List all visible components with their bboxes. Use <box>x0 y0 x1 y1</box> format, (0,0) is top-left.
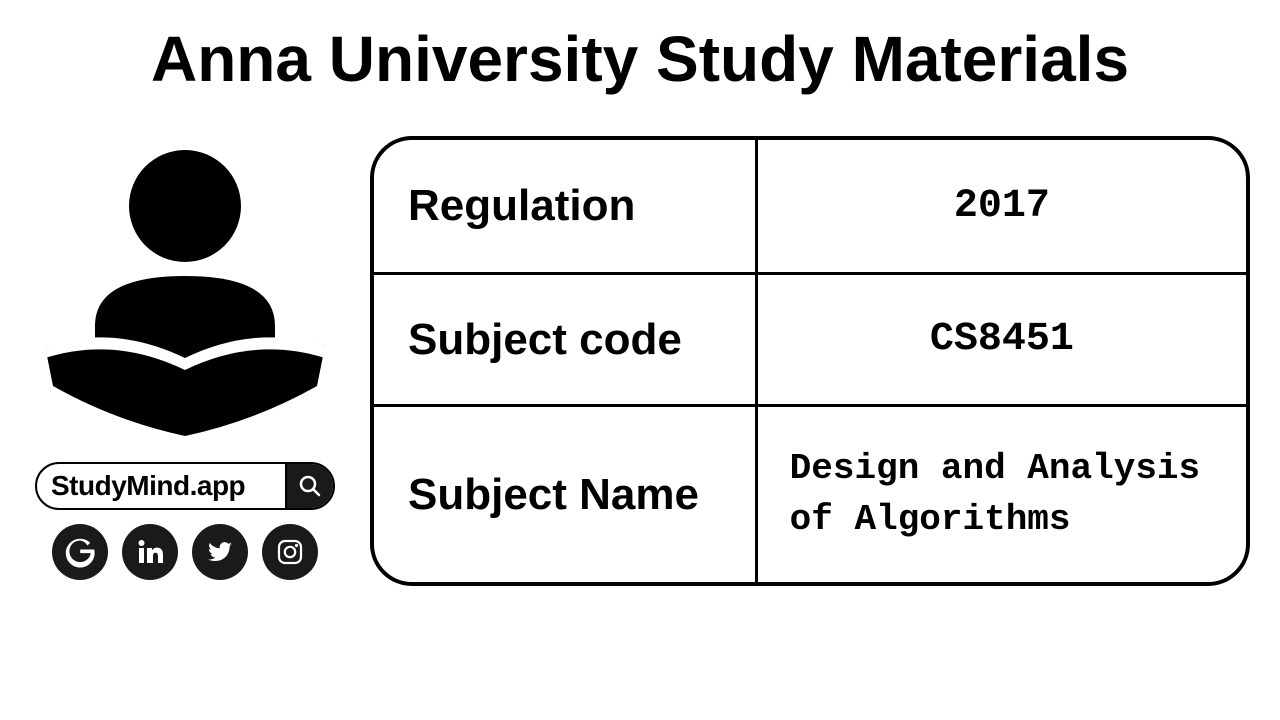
google-icon[interactable] <box>52 524 108 580</box>
table-row: Subject Name Design and Analysis of Algo… <box>374 404 1246 582</box>
brand-column: StudyMind.app <box>30 136 340 580</box>
row-label-subject-name: Subject Name <box>374 407 758 582</box>
row-value-subject-code: CS8451 <box>758 275 1246 404</box>
reader-icon <box>35 136 335 446</box>
instagram-icon[interactable] <box>262 524 318 580</box>
social-icons <box>52 524 318 580</box>
brand-search-pill: StudyMind.app <box>35 462 335 510</box>
row-value-subject-name: Design and Analysis of Algorithms <box>758 407 1246 582</box>
info-table: Regulation 2017 Subject code CS8451 Subj… <box>370 136 1250 586</box>
row-label-regulation: Regulation <box>374 140 758 272</box>
linkedin-icon[interactable] <box>122 524 178 580</box>
row-value-regulation: 2017 <box>758 140 1246 272</box>
row-label-subject-code: Subject code <box>374 275 758 404</box>
brand-name: StudyMind.app <box>37 470 285 502</box>
page-title: Anna University Study Materials <box>0 0 1280 96</box>
table-row: Subject code CS8451 <box>374 272 1246 404</box>
search-icon[interactable] <box>285 464 333 508</box>
twitter-icon[interactable] <box>192 524 248 580</box>
content-area: StudyMind.app <box>0 96 1280 586</box>
table-row: Regulation 2017 <box>374 140 1246 272</box>
